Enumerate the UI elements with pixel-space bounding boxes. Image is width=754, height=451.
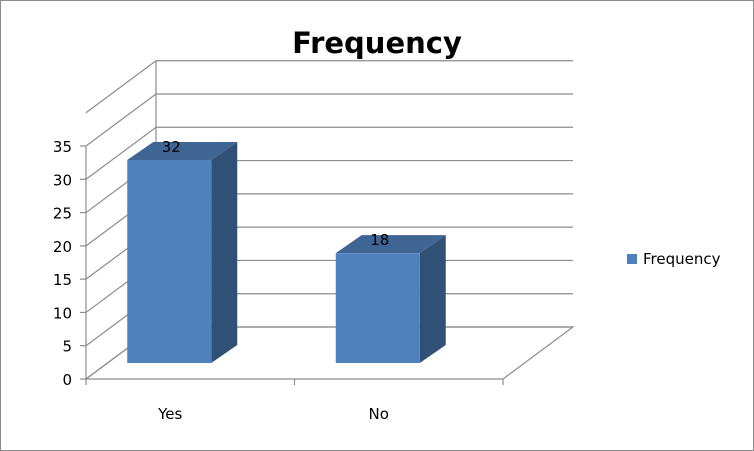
x-tick-label: No <box>369 405 389 423</box>
y-tick-label: 35 <box>53 138 72 156</box>
legend: Frequency <box>627 250 721 268</box>
bars <box>127 141 446 363</box>
y-tick-label: 25 <box>53 205 72 223</box>
data-label: 18 <box>370 231 389 249</box>
y-tick-label: 15 <box>53 271 72 289</box>
legend-label: Frequency <box>643 250 721 268</box>
x-tick-label: Yes <box>157 405 182 423</box>
bar-no <box>335 253 420 363</box>
y-tick-label: 30 <box>53 171 72 189</box>
x-axis-labels: Yes No <box>157 405 389 423</box>
bar-side <box>419 235 446 363</box>
bar-side <box>211 141 238 363</box>
legend-swatch <box>627 254 637 264</box>
bar-yes <box>127 159 212 363</box>
data-label: 32 <box>162 138 181 156</box>
gridline-diagonal <box>85 93 157 147</box>
y-axis-ticks: 0 5 10 15 20 25 30 35 <box>53 138 86 389</box>
y-tick-label: 20 <box>53 238 72 256</box>
bar-top <box>335 235 446 254</box>
data-labels: 32 18 <box>162 138 390 249</box>
bar-top <box>127 141 238 160</box>
y-tick-label: 0 <box>62 371 72 389</box>
y-tick-label: 5 <box>62 338 72 356</box>
x-axis <box>85 378 504 385</box>
gridline-diagonal <box>85 60 157 114</box>
gridline-diagonal <box>85 126 157 180</box>
y-tick-label: 10 <box>53 304 72 322</box>
chart-title: Frequency <box>292 26 462 60</box>
